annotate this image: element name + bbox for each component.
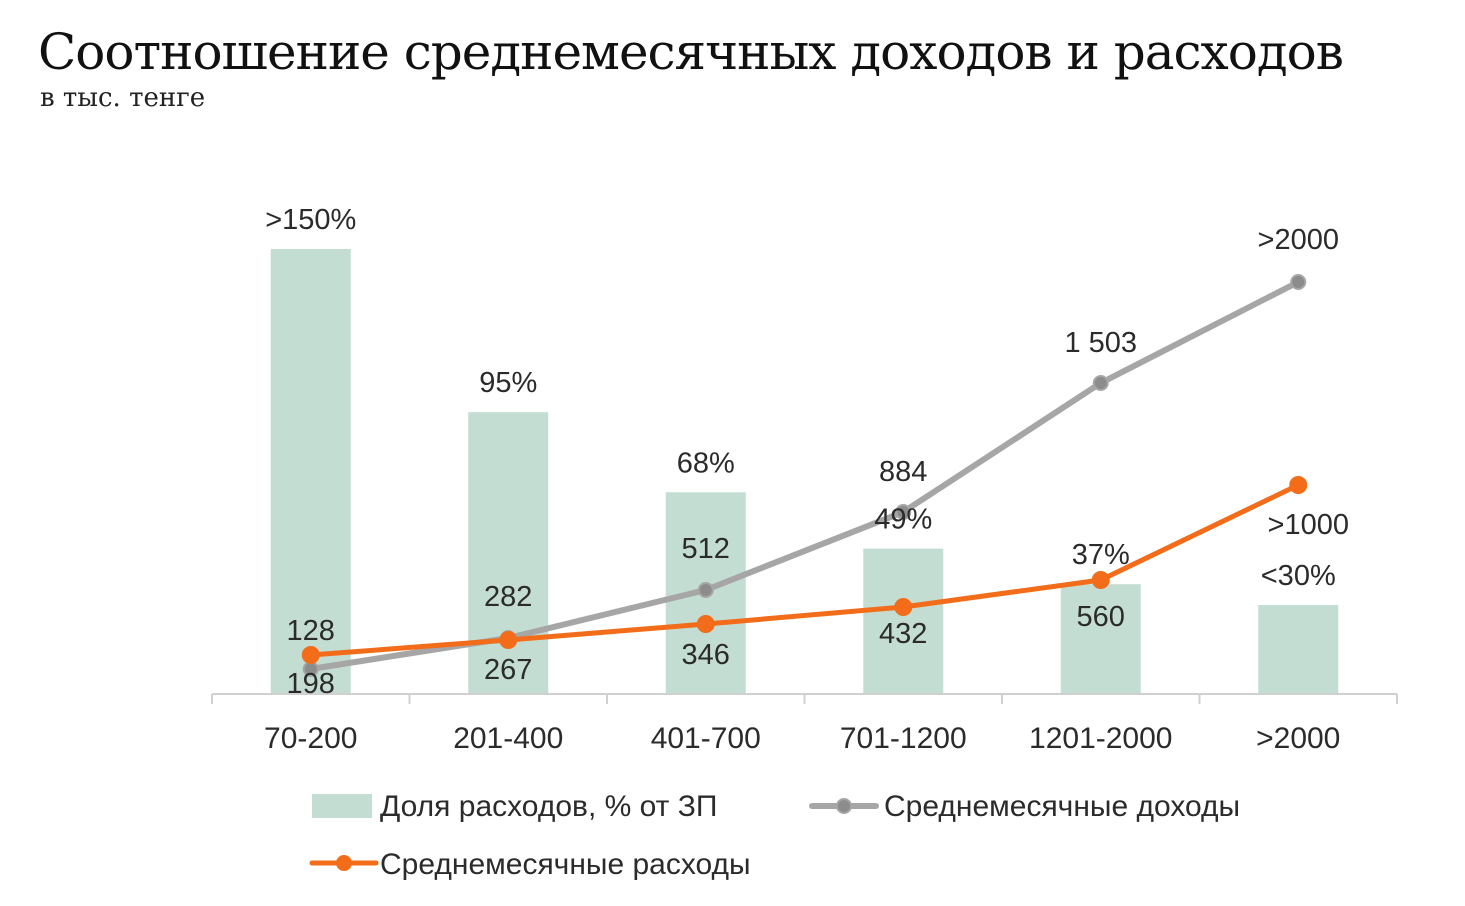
bar-label: 68% (677, 447, 735, 479)
expense-label: 128 (287, 615, 335, 647)
legend-expense-marker (336, 855, 352, 871)
x-axis: 70-200 201-400 401-700 701-1200 1201-2000 >20… (211, 693, 1398, 755)
data-labels: >150% 95% 68% 49% 37% <30% 198 282 512 884 1 503 >2… (265, 204, 1349, 700)
expense-line (308, 482, 1301, 658)
income-label: 1 503 (1064, 327, 1137, 359)
x-tick-label: 1201-2000 (1029, 722, 1172, 755)
x-tick-label: >2000 (1256, 722, 1340, 755)
bar (863, 548, 944, 694)
bar (1258, 605, 1339, 694)
expense-label: >1000 (1268, 509, 1349, 541)
income-label: 884 (879, 456, 927, 488)
bar-series (270, 249, 1339, 694)
expense-point (1091, 571, 1110, 589)
bar (1060, 584, 1141, 694)
bar (270, 249, 351, 694)
income-line (307, 279, 1302, 672)
expense-label: 267 (484, 654, 532, 686)
expense-point (696, 615, 715, 633)
expense-label: 560 (1077, 601, 1125, 633)
income-point (1290, 274, 1307, 290)
income-label: 198 (287, 668, 335, 700)
legend-bar-label: Доля расходов, % от ЗП (380, 790, 717, 823)
income-point (895, 504, 912, 520)
bar (468, 412, 549, 694)
x-tick-label: 201-400 (453, 722, 563, 755)
income-point (697, 582, 714, 598)
expense-label: 432 (879, 618, 927, 650)
income-label: >2000 (1258, 224, 1339, 256)
income-label: 282 (484, 581, 532, 613)
expense-label: 346 (682, 639, 730, 671)
x-tick-label: 701-1200 (840, 722, 967, 755)
x-tick-label: 70-200 (264, 722, 357, 755)
expense-point (894, 598, 913, 616)
chart-subtitle: в тыс. тенге (40, 83, 206, 113)
legend-bar-swatch (312, 794, 372, 818)
legend-expense-label: Среднемесячные расходы (380, 848, 751, 881)
bar-label: 95% (479, 367, 537, 399)
expense-point (301, 646, 320, 664)
bar-label: <30% (1261, 560, 1336, 592)
chart-title: Соотношение среднемесячных доходов и рас… (38, 23, 1344, 81)
legend-income-label: Среднемесячные доходы (884, 790, 1240, 823)
income-label: 512 (682, 533, 730, 565)
income-point (1092, 375, 1109, 391)
bar-label: 37% (1072, 539, 1130, 571)
line-series (301, 274, 1308, 677)
legend: Доля расходов, % от ЗП Среднемесячные дох… (309, 790, 1240, 881)
expense-point (499, 631, 518, 649)
bar-label: 49% (874, 504, 932, 536)
legend-income-marker (836, 798, 852, 814)
expense-point (1289, 476, 1308, 494)
bar-label: >150% (265, 204, 356, 236)
x-tick-label: 401-700 (651, 722, 761, 755)
